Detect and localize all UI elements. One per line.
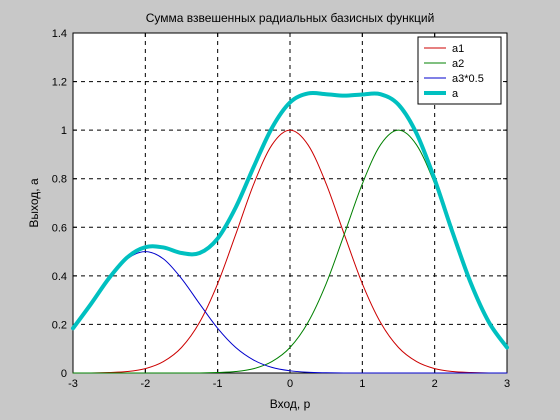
x-axis-label: Вход, p <box>270 397 311 411</box>
legend-label: a3*0.5 <box>452 73 484 85</box>
series-line-3 <box>71 90 509 350</box>
x-tick-label: -1 <box>213 378 223 390</box>
y-tick-label: 0.6 <box>52 222 67 234</box>
x-tick-label: 3 <box>504 378 510 390</box>
x-tick-label: -3 <box>68 378 78 390</box>
series-line-0 <box>72 129 508 374</box>
y-tick-label: 0 <box>61 368 67 380</box>
legend: a1 a2 a3*0.5 a <box>417 36 502 105</box>
series-line-2 <box>72 251 508 374</box>
x-tick-label: -2 <box>140 378 150 390</box>
y-axis-label: Выход, a <box>27 178 41 228</box>
y-tick-label: 0.4 <box>52 271 67 283</box>
legend-label: a2 <box>452 58 464 70</box>
y-tick-label: 1.4 <box>52 28 67 40</box>
y-tick-label: 0.8 <box>52 174 67 186</box>
x-tick-label: 2 <box>432 378 438 390</box>
y-tick-label: 1.2 <box>52 77 67 89</box>
y-axis-ticks: 0 0.2 0.4 0.6 0.8 1 1.2 1.4 <box>52 28 507 380</box>
y-tick-label: 1 <box>61 125 67 137</box>
legend-label: a <box>452 88 459 100</box>
x-tick-label: 1 <box>359 378 365 390</box>
chart-title: Сумма взвешенных радиальных базисных фун… <box>146 11 435 25</box>
x-axis-ticks: -3 -2 -1 0 1 2 3 <box>68 33 510 390</box>
y-tick-label: 0.2 <box>52 319 67 331</box>
legend-label: a1 <box>452 43 464 55</box>
series-lines <box>71 90 509 374</box>
x-tick-label: 0 <box>287 378 293 390</box>
